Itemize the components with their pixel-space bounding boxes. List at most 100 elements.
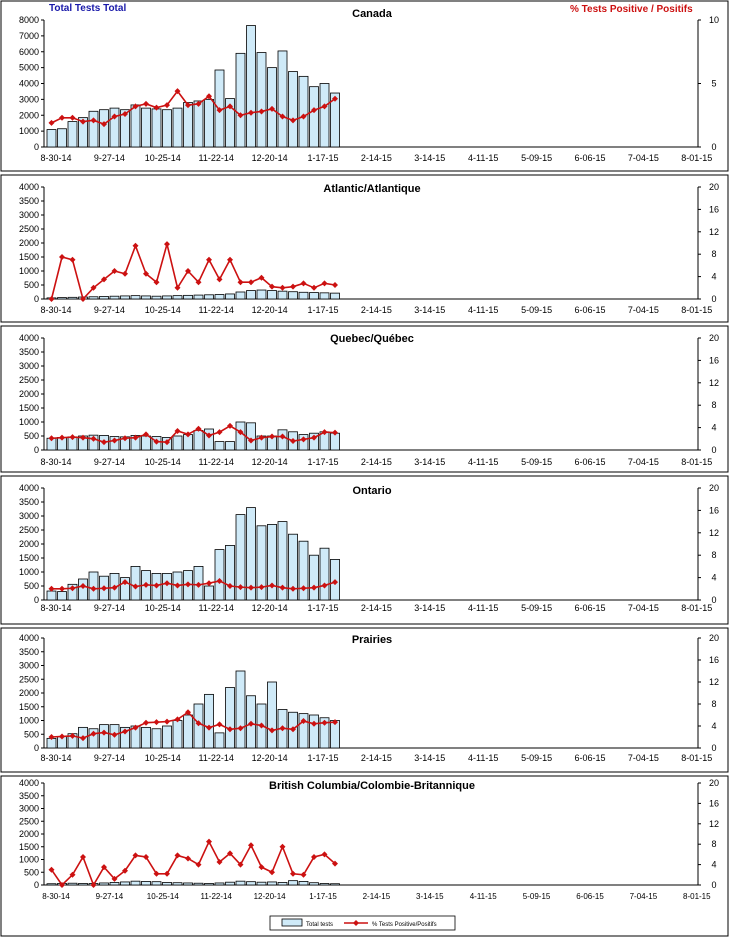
tests-bar [47, 591, 56, 600]
y-tick-label: 1500 [19, 403, 39, 413]
x-tick-label: 3-14-15 [416, 892, 444, 901]
y-tick-label: 0 [34, 743, 39, 753]
x-tick-label: 11-22-14 [199, 457, 234, 467]
y2-tick-label: 20 [709, 483, 719, 493]
tests-bar [205, 694, 214, 748]
tests-bar [215, 442, 224, 450]
y-tick-label: 4000 [19, 778, 39, 788]
tests-bar [142, 436, 151, 450]
y-tick-label: 2000 [19, 110, 39, 120]
x-tick-label: 7-04-15 [628, 153, 659, 163]
tests-bar [257, 882, 266, 885]
y-tick-label: 3000 [19, 94, 39, 104]
y-tick-label: 2500 [19, 375, 39, 385]
y-tick-label: 2000 [19, 688, 39, 698]
tests-bar [173, 883, 182, 885]
tests-bar [152, 729, 161, 748]
y2-tick-label: 0 [711, 142, 716, 152]
y-tick-label: 2500 [19, 816, 39, 826]
y-tick-label: 1000 [19, 855, 39, 865]
y2-tick-label: 8 [711, 550, 716, 560]
tests-bar [278, 882, 287, 885]
tests-bar [268, 882, 277, 885]
tests-bar [320, 293, 329, 299]
panel-4: 0500100015002000250030003500400004812162… [1, 628, 728, 772]
y2-tick-label: 8 [711, 839, 716, 849]
y2-tick-label: 12 [709, 227, 719, 237]
y-tick-label: 4000 [19, 633, 39, 643]
x-tick-label: 10-25-14 [145, 305, 181, 315]
x-tick-label: 1-17-15 [307, 753, 338, 763]
panel-title: Prairies [352, 634, 392, 646]
tests-bar [100, 883, 109, 885]
tests-bar [173, 436, 182, 450]
y-tick-label: 1000 [19, 567, 39, 577]
tests-bar [310, 555, 319, 600]
y2-tick-label: 4 [711, 860, 716, 870]
tests-bar [320, 883, 329, 885]
panel-title: Canada [352, 8, 393, 20]
tests-bar [236, 671, 245, 748]
x-tick-label: 1-17-15 [309, 892, 337, 901]
tests-bar [142, 296, 151, 299]
tests-bar [152, 882, 161, 885]
tests-bar [79, 883, 88, 885]
y-tick-label: 3500 [19, 791, 39, 801]
x-tick-label: 11-22-14 [199, 153, 234, 163]
x-tick-label: 11-22-14 [199, 753, 234, 763]
x-tick-label: 8-30-14 [40, 753, 71, 763]
y2-tick-label: 16 [709, 505, 719, 515]
x-tick-label: 7-04-15 [628, 305, 659, 315]
y2-tick-label: 20 [709, 778, 719, 788]
tests-bar [331, 433, 340, 450]
tests-bar [257, 53, 266, 147]
panel-title: Quebec/Québec [330, 333, 414, 345]
y-tick-label: 4000 [19, 79, 39, 89]
x-tick-label: 11-22-14 [199, 305, 234, 315]
legend-tests-label: Total tests [306, 922, 333, 928]
x-tick-label: 2-14-15 [361, 153, 392, 163]
tests-bar [205, 295, 214, 299]
x-tick-label: 4-11-15 [468, 603, 498, 613]
tests-bar [278, 291, 287, 299]
flu-surveillance-figure: 0 1000 2000 3000 4000 5000 6000 7000 8000 0 5 10 8-3… [0, 0, 730, 938]
tests-bar [247, 423, 256, 450]
tests-bar [68, 297, 77, 299]
y-tick-label: 2000 [19, 238, 39, 248]
y-tick-label: 1000 [19, 716, 39, 726]
tests-bar [68, 883, 77, 885]
y2-tick-label: 20 [709, 633, 719, 643]
x-tick-label: 12-20-14 [252, 603, 288, 613]
tests-bar [89, 297, 98, 299]
y-tick-label: 500 [24, 280, 39, 290]
x-tick-label: 6-06-15 [574, 753, 605, 763]
tests-bar [268, 291, 277, 299]
tests-bar [110, 882, 119, 885]
x-tick-label: 12-20-14 [252, 153, 288, 163]
tests-bar [58, 592, 67, 600]
tests-bar [142, 727, 151, 748]
y-tick-label: 500 [24, 729, 39, 739]
tests-bar [100, 296, 109, 299]
tests-bar [163, 296, 172, 299]
y2-tick-label: 0 [711, 445, 716, 455]
x-tick-label: 8-01-15 [681, 457, 712, 467]
x-tick-label: 10-25-14 [145, 457, 181, 467]
tests-bar [89, 111, 98, 147]
y-tick-label: 2000 [19, 389, 39, 399]
x-tick-label: 7-04-15 [628, 603, 659, 613]
y-tick-label: 1000 [19, 417, 39, 427]
x-tick-label: 12-20-14 [252, 457, 288, 467]
tests-bar [184, 103, 193, 147]
tests-bar [184, 883, 193, 885]
x-tick-label: 5-09-15 [521, 457, 552, 467]
x-tick-label: 8-01-15 [681, 753, 712, 763]
x-tick-label: 2-14-15 [361, 753, 392, 763]
tests-bar [215, 883, 224, 885]
tests-bar [131, 296, 140, 299]
tests-bar [226, 545, 235, 600]
tests-bar [68, 122, 77, 147]
x-tick-label: 1-17-15 [307, 153, 338, 163]
y2-tick-label: 4 [711, 573, 716, 583]
y2-tick-label: 10 [709, 15, 719, 25]
